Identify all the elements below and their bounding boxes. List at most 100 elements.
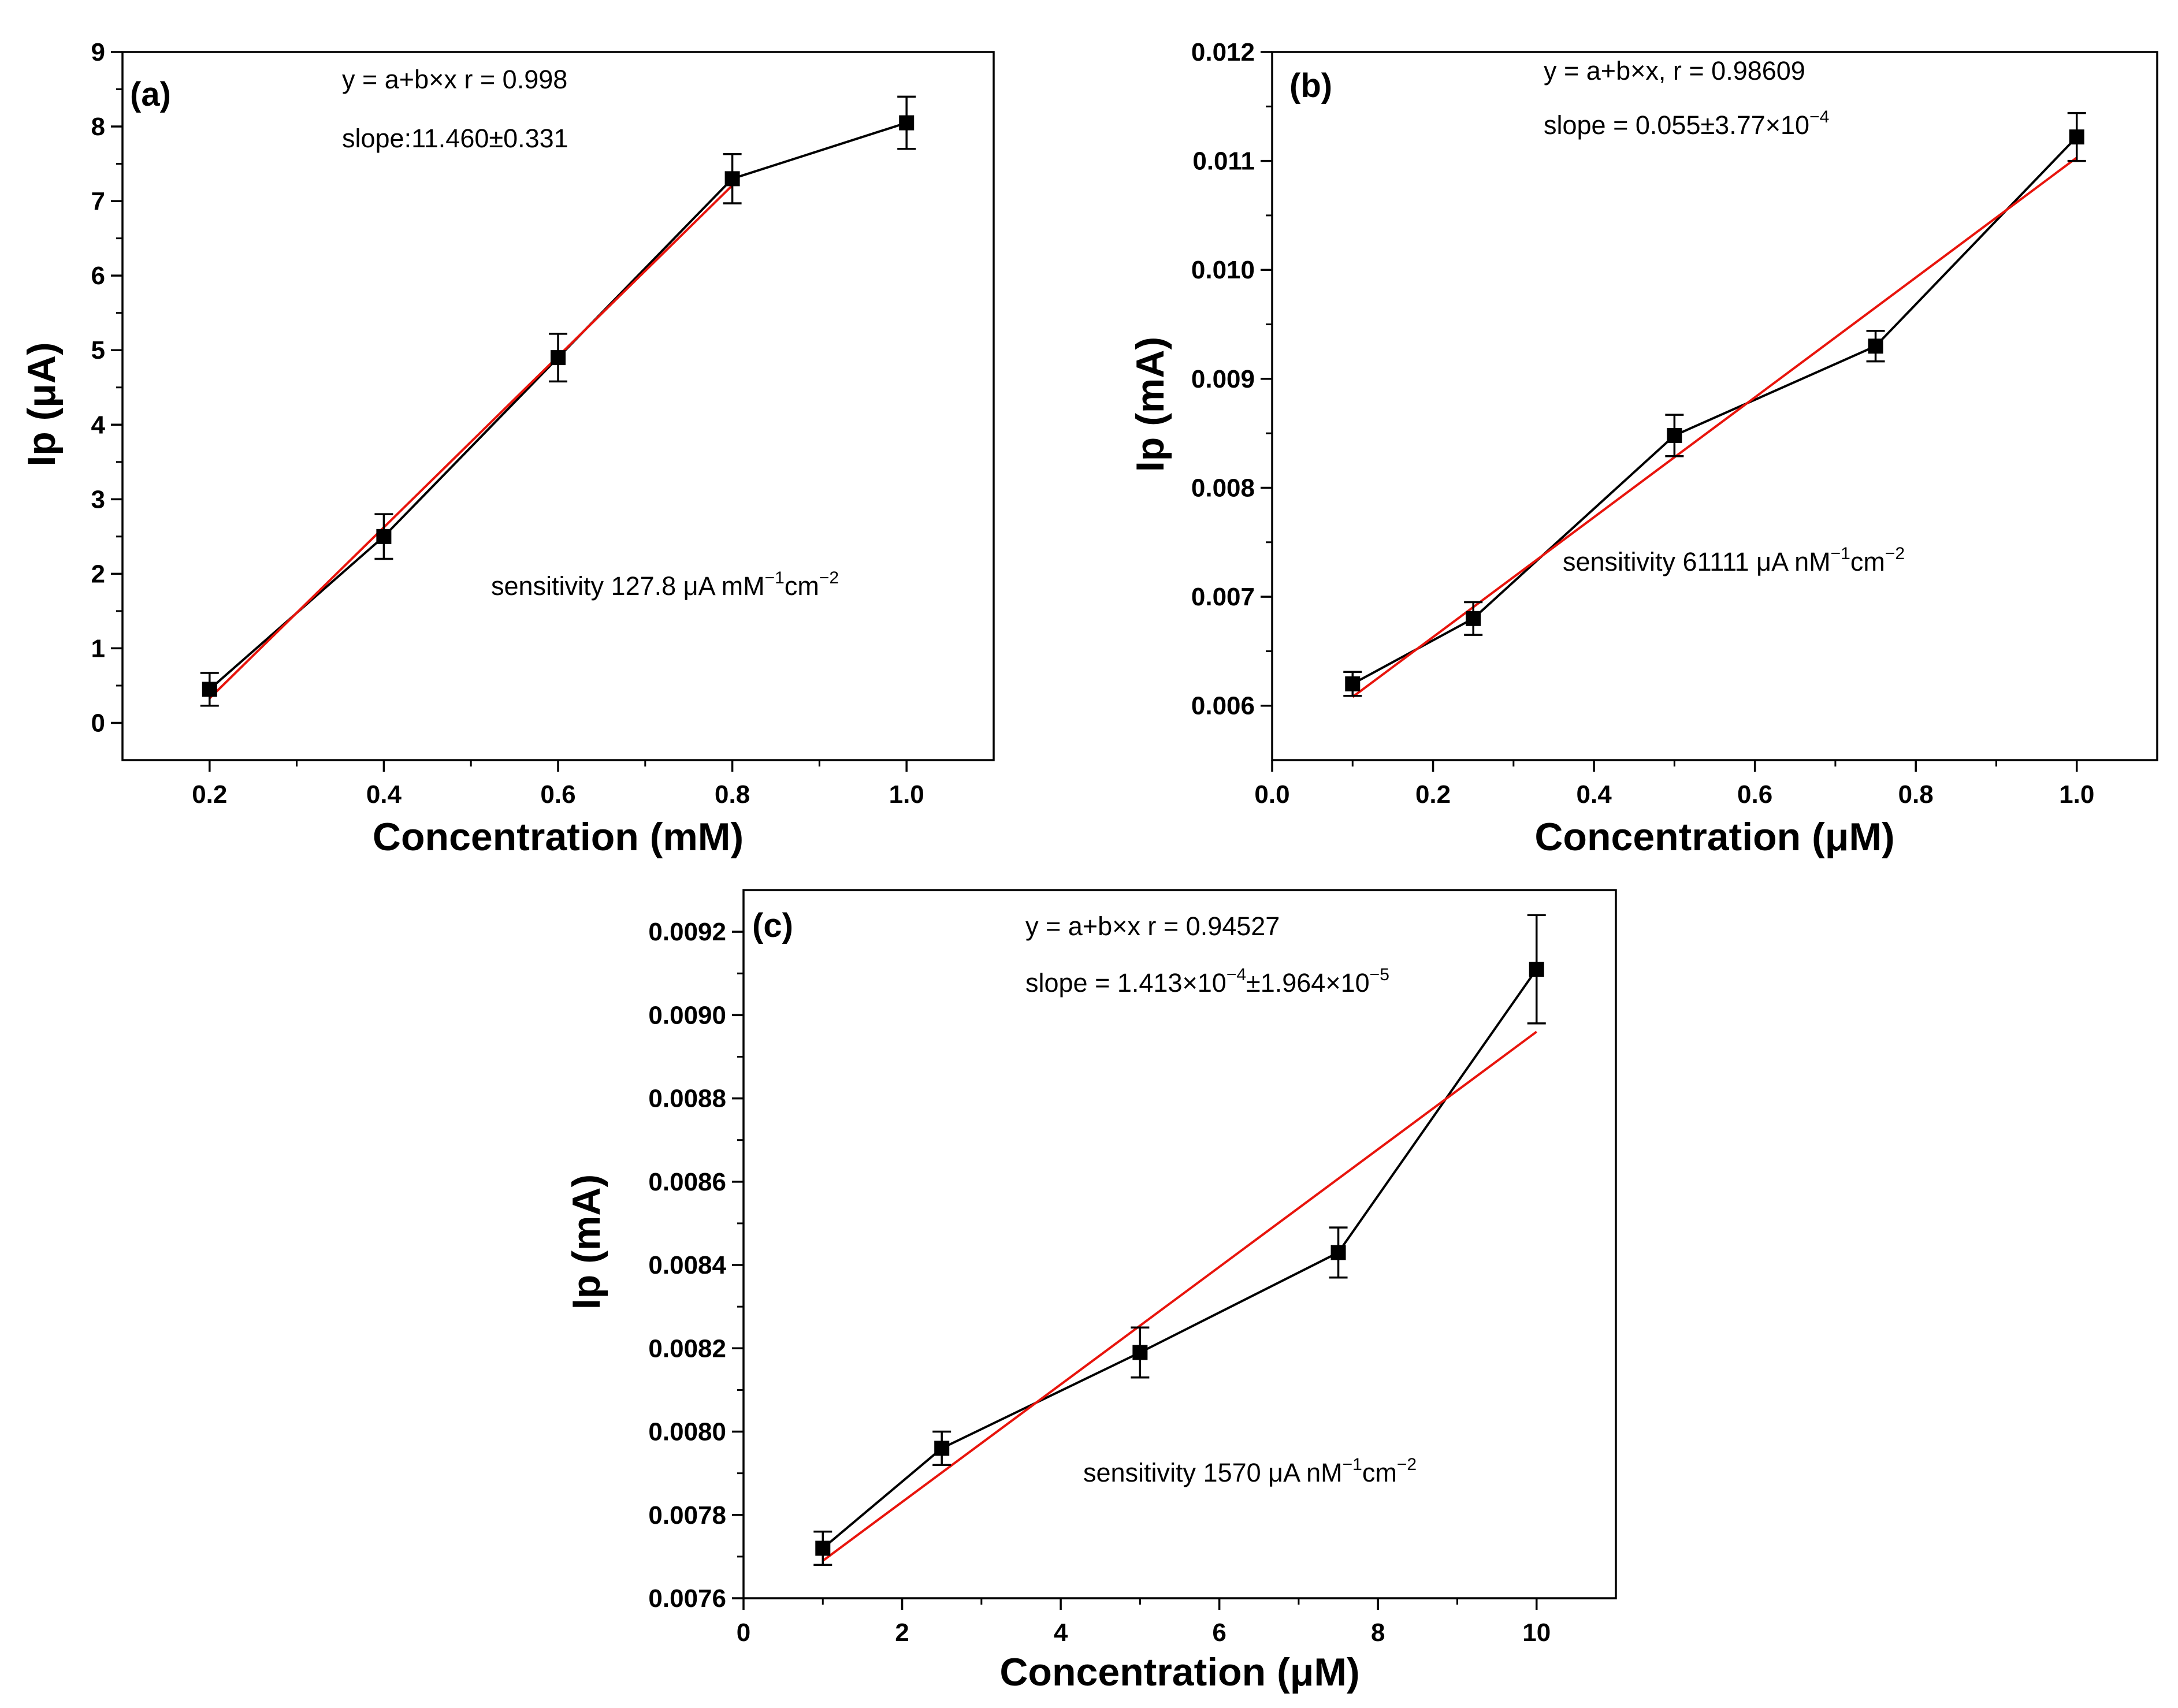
linear-fit-line bbox=[209, 184, 734, 699]
annotation-sensitivity-sup2: −2 bbox=[819, 568, 839, 587]
x-tick-label: 6 bbox=[1212, 1618, 1226, 1647]
data-point bbox=[1466, 611, 1481, 626]
plot-frame bbox=[742, 889, 1617, 1599]
x-tick-label: 0.2 bbox=[1415, 780, 1451, 809]
y-axis-title: Ip (mA) bbox=[1128, 337, 1172, 472]
y-tick-label: 0.0082 bbox=[648, 1334, 726, 1363]
data-point bbox=[1345, 676, 1361, 691]
y-tick-label: 4 bbox=[91, 411, 106, 439]
chart-panel-b: 0.0 0.2 0.4 0.6 0.8 1.0 0.006 0.007 0.008 0.009 0.… bbox=[1128, 38, 2158, 859]
y-tick-label: 0.010 bbox=[1191, 256, 1255, 284]
y-tick-label: 0.0076 bbox=[648, 1584, 726, 1613]
panel-label: (c) bbox=[752, 907, 793, 944]
panel-label: (b) bbox=[1289, 67, 1332, 105]
annotation-sensitivity: sensitivity 1570 μA nM−1cm−2 bbox=[1083, 1455, 1417, 1487]
data-point bbox=[551, 350, 566, 366]
x-tick-label: 0.8 bbox=[715, 780, 750, 809]
annotation-slope-sup2: −5 bbox=[1370, 965, 1389, 984]
y-tick-label: 3 bbox=[91, 485, 105, 513]
x-tick-label: 0.6 bbox=[1737, 780, 1772, 809]
x-tick-label: 0.6 bbox=[540, 780, 575, 809]
x-axis-title: Concentration (μM) bbox=[999, 1650, 1359, 1694]
annotation-slope: slope = 0.055±3.77×10−4 bbox=[1544, 107, 1829, 140]
annotation-sensitivity-prefix: sensitivity 127.8 μA mM bbox=[491, 571, 765, 601]
y-tick-label: 0.0080 bbox=[648, 1418, 726, 1446]
y-tick-label: 0.007 bbox=[1191, 583, 1255, 611]
annotation-sensitivity-sup2: −2 bbox=[1397, 1455, 1417, 1474]
x-tick-label: 1.0 bbox=[2059, 780, 2094, 809]
plot-frame bbox=[1271, 51, 2158, 761]
annotation-slope-prefix: slope = 1.413×10 bbox=[1025, 968, 1226, 998]
measured-series-line bbox=[1352, 136, 2078, 685]
annotation-sensitivity-mid: cm bbox=[785, 571, 819, 601]
y-tick-label: 5 bbox=[91, 336, 105, 364]
y-tick-label: 0.008 bbox=[1191, 474, 1255, 502]
y-tick-label: 9 bbox=[91, 38, 105, 66]
chart-panel-a: 0.2 0.4 0.6 0.8 1.0 0 1 2 3 4 5 6 7 8 9 (a) Concentratio… bbox=[20, 38, 995, 859]
annotation-sensitivity: sensitivity 61111 μA nM−1cm−2 bbox=[1563, 544, 1905, 576]
data-point bbox=[1529, 962, 1544, 977]
annotation-equation: y = a+b×x r = 0.94527 bbox=[1025, 911, 1280, 941]
y-tick-label: 0.0090 bbox=[648, 1001, 726, 1029]
annotation-slope-sup1: −4 bbox=[1809, 107, 1829, 126]
annotation-equation: y = a+b×x, r = 0.98609 bbox=[1544, 56, 1805, 85]
data-point bbox=[934, 1441, 950, 1456]
y-tick-label: 1 bbox=[91, 634, 105, 663]
x-tick-label: 8 bbox=[1371, 1618, 1385, 1647]
annotation-sensitivity-sup1: −1 bbox=[1831, 544, 1850, 563]
x-tick-label: 0.4 bbox=[1577, 780, 1612, 809]
y-tick-label: 6 bbox=[91, 262, 105, 290]
annotation-sensitivity-prefix: sensitivity 61111 μA nM bbox=[1563, 547, 1831, 576]
data-point bbox=[1132, 1345, 1148, 1360]
x-tick-label: 0 bbox=[737, 1618, 750, 1647]
annotation-sensitivity-sup1: −1 bbox=[1343, 1455, 1362, 1474]
x-tick-label: 2 bbox=[895, 1618, 909, 1647]
y-axis-title: Ip (μA) bbox=[20, 342, 64, 466]
x-axis-title: Concentration (μM) bbox=[1534, 815, 1894, 859]
x-tick-label: 4 bbox=[1054, 1618, 1068, 1647]
y-tick-label: 0.0078 bbox=[648, 1501, 726, 1530]
data-point bbox=[815, 1540, 831, 1556]
x-tick-label: 0.8 bbox=[1898, 780, 1934, 809]
x-tick-label: 0.0 bbox=[1254, 780, 1289, 809]
y-axis-title: Ip (mA) bbox=[564, 1174, 608, 1309]
linear-fit-line bbox=[822, 1030, 1537, 1562]
data-point bbox=[1868, 338, 1883, 354]
y-tick-label: 0.012 bbox=[1191, 38, 1255, 66]
y-tick-label: 8 bbox=[91, 113, 105, 141]
chart-panel-c: 0 2 4 6 8 10 0.0076 0.0078 0.0080 0.0082 0.0084 0.0… bbox=[564, 889, 1617, 1694]
y-tick-label: 0.0084 bbox=[648, 1251, 726, 1279]
x-tick-label: 0.4 bbox=[366, 780, 402, 809]
annotation-sensitivity-mid: cm bbox=[1850, 547, 1885, 576]
y-tick-label: 0.0092 bbox=[648, 918, 726, 946]
y-tick-label: 0.0088 bbox=[648, 1085, 726, 1113]
annotation-slope: slope = 1.413×10−4±1.964×10−5 bbox=[1025, 965, 1389, 998]
y-tick-label: 0.011 bbox=[1192, 147, 1255, 176]
data-point bbox=[1330, 1245, 1346, 1260]
annotation-sensitivity: sensitivity 127.8 μA mM−1cm−2 bbox=[491, 568, 839, 601]
data-point bbox=[2069, 129, 2084, 145]
y-tick-label: 2 bbox=[91, 560, 105, 588]
annotation-sensitivity-sup1: −1 bbox=[765, 568, 785, 587]
y-tick-label: 0.006 bbox=[1191, 692, 1255, 720]
annotation-slope: slope:11.460±0.331 bbox=[342, 124, 568, 153]
y-tick-label: 0 bbox=[91, 709, 105, 737]
data-point bbox=[724, 171, 740, 187]
x-tick-label: 1.0 bbox=[889, 780, 924, 809]
linear-fit-line bbox=[1352, 157, 2077, 698]
annotation-slope-prefix: slope = 0.055±3.77×10 bbox=[1544, 110, 1809, 140]
data-point bbox=[202, 682, 217, 697]
annotation-slope-sup1: −4 bbox=[1226, 965, 1246, 984]
data-point bbox=[376, 529, 392, 544]
y-tick-label: 0.0086 bbox=[648, 1168, 726, 1196]
annotation-slope-mid: ±1.964×10 bbox=[1246, 968, 1370, 998]
y-tick-label: 7 bbox=[91, 187, 105, 215]
data-point bbox=[1667, 427, 1682, 443]
y-tick-label: 0.009 bbox=[1191, 365, 1255, 393]
annotation-sensitivity-mid: cm bbox=[1362, 1458, 1397, 1487]
annotation-sensitivity-sup2: −2 bbox=[1885, 544, 1905, 563]
annotation-sensitivity-prefix: sensitivity 1570 μA nM bbox=[1083, 1458, 1343, 1487]
x-axis-title: Concentration (mM) bbox=[373, 815, 744, 859]
measured-series-line bbox=[209, 121, 907, 690]
